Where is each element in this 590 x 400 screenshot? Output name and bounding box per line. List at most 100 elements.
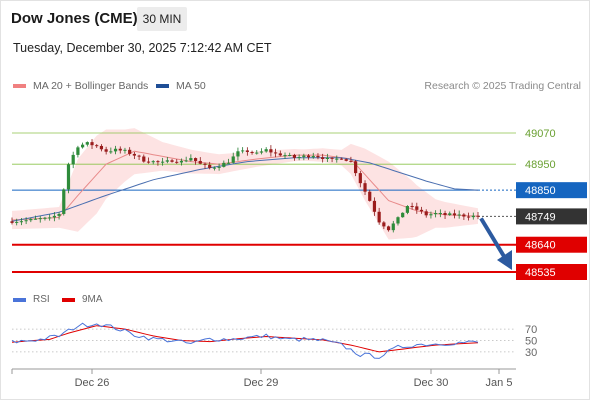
candle-body (62, 189, 66, 214)
candle-body (316, 156, 320, 158)
candle-body (405, 206, 409, 213)
candle-body (250, 151, 254, 153)
candle-body (386, 226, 391, 231)
level-tag-4 (516, 236, 587, 253)
candle-body (368, 191, 372, 201)
candle-body (208, 164, 212, 168)
candle-body (363, 183, 367, 192)
candle-body (146, 161, 151, 163)
candle-body (217, 166, 221, 168)
rsi-label: RSI (33, 294, 50, 305)
x-tick-label-2: Dec 30 (414, 377, 449, 389)
candle-body (457, 214, 461, 216)
legend-ma50: MA 50 (156, 80, 206, 92)
candle-body (175, 161, 179, 163)
candle-body (255, 152, 259, 154)
candle-body (259, 151, 264, 153)
candle-body (273, 152, 278, 154)
timestamp: Tuesday, December 30, 2025 7:12:42 AM CE… (13, 41, 272, 55)
candle-body (132, 153, 136, 156)
candle-body (410, 206, 414, 208)
candle-body (354, 161, 358, 174)
candle-body (429, 214, 433, 216)
candle-body (330, 157, 334, 159)
candle-body (264, 149, 268, 152)
candle-body (438, 212, 442, 214)
candle-body (269, 149, 273, 153)
candle-body (325, 157, 329, 160)
candle-body (236, 151, 240, 157)
level-label-5: 48535 (525, 267, 556, 279)
candle-body (344, 159, 348, 161)
candle-body (292, 154, 297, 158)
ma50-label: MA 50 (176, 80, 206, 92)
level-label-0: 49070 (525, 128, 556, 140)
candle-body (466, 216, 471, 218)
forecast-arrow-head-icon (497, 250, 512, 270)
candle-body (10, 221, 14, 223)
x-tick-label-0: Dec 26 (75, 377, 110, 389)
candle-body (306, 155, 311, 158)
candle-body (15, 221, 19, 223)
candle-body (38, 218, 42, 220)
ma20-swatch-icon (13, 84, 26, 88)
candle-body (95, 145, 99, 147)
candle-body (377, 211, 381, 223)
candle-body (203, 163, 207, 165)
candle-body (99, 145, 104, 150)
rsi-swatch-icon (13, 297, 26, 302)
candle-body (245, 150, 249, 152)
candle-body (302, 155, 306, 157)
candle-body (198, 160, 202, 164)
rsi-tick-1: 50 (525, 336, 537, 348)
ma9-label: 9MA (82, 294, 103, 305)
candle-body (76, 147, 80, 155)
level-label-3: 48749 (525, 211, 556, 223)
candle-body (212, 167, 217, 169)
candle-body (335, 158, 339, 160)
forecast-arrow-shaft (479, 217, 507, 260)
candle-body (85, 142, 89, 145)
candle-body (288, 154, 292, 156)
candle-body (118, 148, 122, 151)
interval-badge[interactable]: 30 MIN (137, 7, 187, 31)
candle-body (462, 214, 466, 217)
candle-body (231, 156, 235, 163)
candle-body (241, 150, 245, 152)
candle-body (109, 151, 113, 153)
candle-body (471, 215, 475, 218)
candle-body (448, 213, 452, 216)
candle-body (151, 161, 155, 163)
credit-text: Research © 2025 Trading Central (424, 80, 581, 92)
rsi-line (11, 322, 479, 359)
candle-body (452, 213, 457, 216)
level-tag-5 (516, 264, 587, 280)
candle-body (372, 200, 377, 212)
candle-body (19, 221, 24, 223)
candle-body (165, 160, 169, 162)
candle-body (283, 155, 287, 157)
level-label-1: 48950 (525, 159, 556, 171)
candle-body (33, 218, 38, 220)
legend-ma20: MA 20 + Bollinger Bands (13, 80, 148, 92)
rsi-tick-2: 30 (525, 347, 537, 359)
candle-body (113, 148, 118, 152)
ma50-swatch-icon (156, 84, 169, 88)
candle-body (443, 212, 447, 216)
candle-body (179, 160, 184, 163)
candle-body (339, 158, 344, 160)
candle-body (226, 162, 231, 164)
x-tick-label-1: Dec 29 (244, 377, 279, 389)
candle-body (401, 212, 405, 218)
candle-body (71, 154, 75, 165)
candle-body (476, 215, 480, 217)
candle-body (66, 164, 71, 190)
candle-body (222, 162, 226, 167)
level-tag-2 (516, 182, 587, 199)
level-tag-3 (516, 208, 587, 225)
candle-body (43, 217, 47, 219)
candle-body (297, 156, 301, 158)
candle-body (278, 153, 282, 156)
candle-body (424, 211, 428, 216)
